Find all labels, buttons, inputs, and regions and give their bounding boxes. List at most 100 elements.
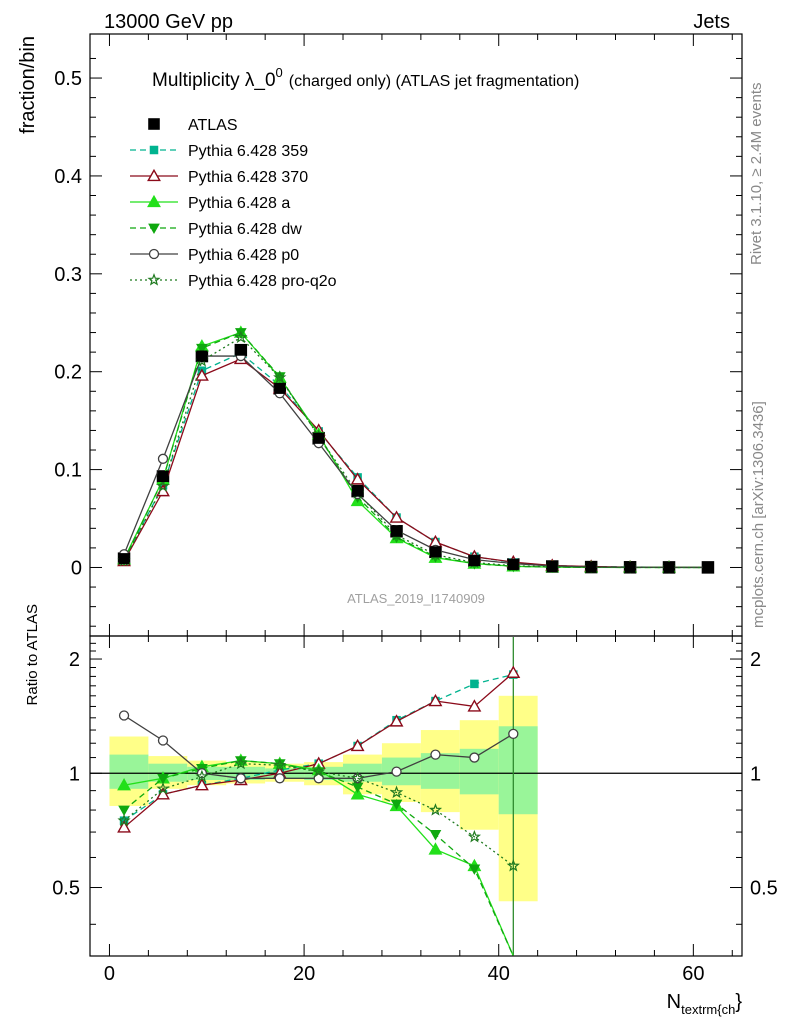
ratio-point-4-8: [430, 749, 441, 760]
ratio-point-4-1: [157, 735, 169, 746]
ratio-point-5-5: [312, 764, 326, 778]
legend-marker-6: [147, 273, 161, 286]
atlas-point-6: [352, 485, 364, 497]
main-point-6-3: [234, 330, 248, 344]
main-series-line-5: [123, 355, 708, 569]
atlas-point-5: [313, 432, 325, 444]
ratio-point-3-8: [429, 830, 442, 841]
atlas-point-2: [196, 350, 208, 362]
band-inner-8: [420, 753, 460, 789]
ratio-point-1-2: [194, 778, 209, 791]
legend-label-6: Pythia 6.428 pro-q2o: [188, 273, 337, 290]
xlabel-close: }: [735, 991, 742, 1013]
main-series-3: [117, 325, 708, 573]
main-series-line-3: [123, 331, 708, 569]
legend-label-0: ATLAS: [188, 117, 238, 134]
ratio-point-4-9: [469, 752, 480, 763]
atlas-point-11: [546, 560, 558, 573]
legend: ATLAS Pythia 6.428 359 Pythia 6.428 370 Pyt…: [130, 117, 337, 290]
ratio-point-5-8: [428, 803, 443, 816]
ratio-ytick-label-right: 1: [750, 763, 761, 785]
band-inner-9: [459, 748, 499, 795]
main-ytick-label: 0.5: [54, 68, 82, 90]
ratio-point-5-10: [506, 858, 520, 872]
main-series-4: [118, 328, 708, 574]
legend-marker-1: [149, 145, 159, 155]
ratio-ytick-label-left: 2: [69, 649, 80, 671]
band-inner-0: [109, 754, 149, 789]
ratio-point-1-1: [156, 787, 170, 800]
ratio-ytick-label-right: 0.5: [750, 878, 778, 900]
legend-label-2: Pythia 6.428 370: [188, 169, 308, 186]
ratio-point-1-6: [350, 738, 365, 752]
ratio-point-1-9: [467, 699, 482, 712]
main-ytick-label: 0.4: [54, 166, 82, 188]
ratio-point-1-10: [506, 665, 521, 678]
main-ytick-label: 0.1: [54, 460, 82, 482]
series-layer: [117, 325, 715, 956]
atlas-point-4: [274, 382, 286, 394]
main-series-line-2: [123, 358, 708, 569]
ratio-series-5: [117, 756, 520, 872]
ratio-point-4-10: [508, 728, 519, 740]
main-point-2-2: [194, 368, 209, 381]
ratio-point-5-1: [156, 781, 170, 795]
legend-marker-3: [147, 194, 161, 208]
ratio-point-1-8: [428, 693, 443, 707]
mcplots-text: mcplots.cern.ch [arXiv:1306.3436]: [750, 401, 767, 628]
ratio-xtick-label: 20: [293, 963, 315, 985]
ratio-xtick-label: 60: [682, 963, 704, 985]
ratio-point-2-8: [428, 842, 443, 855]
legend-label-1: Pythia 6.428 359: [188, 143, 308, 160]
ratio-point-5-0: [117, 813, 131, 827]
main-series-5: [118, 350, 708, 573]
main-ytick-label: 0.2: [54, 362, 82, 384]
ratio-point-3-1: [157, 773, 169, 785]
ratio-series-4: [118, 710, 519, 784]
legend-marker-2: [147, 168, 161, 182]
legend-marker-5: [148, 248, 160, 260]
atlas-point-7: [390, 525, 403, 537]
analysis-watermark: ATLAS_2019_I1740909: [347, 591, 485, 606]
ratio-point-3-3: [234, 756, 247, 767]
ratio-series-3: [118, 756, 514, 956]
ratio-point-4-7: [391, 766, 402, 777]
ratio-series-group: [117, 665, 521, 956]
main-point-2-7: [389, 510, 404, 523]
ratio-point-5-2: [195, 769, 209, 783]
band-inner-10: [498, 726, 538, 815]
legend-marker-4: [148, 223, 160, 235]
atlas-point-13: [624, 561, 636, 573]
legend-label-3: Pythia 6.428 a: [188, 195, 290, 212]
ratio-point-3-0: [118, 805, 130, 817]
legend-label-5: Pythia 6.428 p0: [188, 247, 299, 264]
atlas-point-15: [702, 561, 714, 573]
main-series-line-4: [123, 331, 708, 569]
ratio-point-2-0: [117, 778, 132, 791]
atlas-point-0: [118, 553, 130, 565]
main-point-6-1: [156, 479, 170, 492]
main-ytick-label: 0.3: [54, 264, 82, 286]
header-left: 13000 GeV pp: [104, 11, 233, 33]
ratio-point-5-4: [273, 758, 287, 771]
ratio-point-5-3: [234, 756, 248, 770]
title-superscript: 0: [276, 65, 283, 80]
ratio-series-line-5: [123, 763, 514, 867]
ratio-point-4-4: [274, 773, 285, 784]
chart-title: Multiplicity λ_00 (charged only) (ATLAS j…: [152, 65, 579, 91]
ratio-ytick-label-left: 1: [69, 763, 80, 785]
ratio-ytick-label-left: 0.5: [52, 878, 80, 900]
atlas-point-12: [585, 561, 597, 573]
atlas-point-1: [157, 470, 169, 483]
legend-marker-0: [148, 118, 160, 130]
ratio-frame: [89, 635, 743, 957]
atlas-point-10: [507, 558, 519, 571]
title-main: Multiplicity λ_0: [152, 70, 276, 91]
atlas-point-3: [235, 344, 247, 356]
ratio-point-1-7: [389, 714, 404, 727]
atlas-point-14: [663, 561, 675, 573]
ratio-xtick-label: 40: [488, 963, 510, 985]
axes: 0 0.1 0.2 0.3 0.4 0.5 0 20 40 60 0.5 0.5 1 1 2 2: [52, 33, 778, 985]
main-series-line-1: [123, 352, 708, 569]
